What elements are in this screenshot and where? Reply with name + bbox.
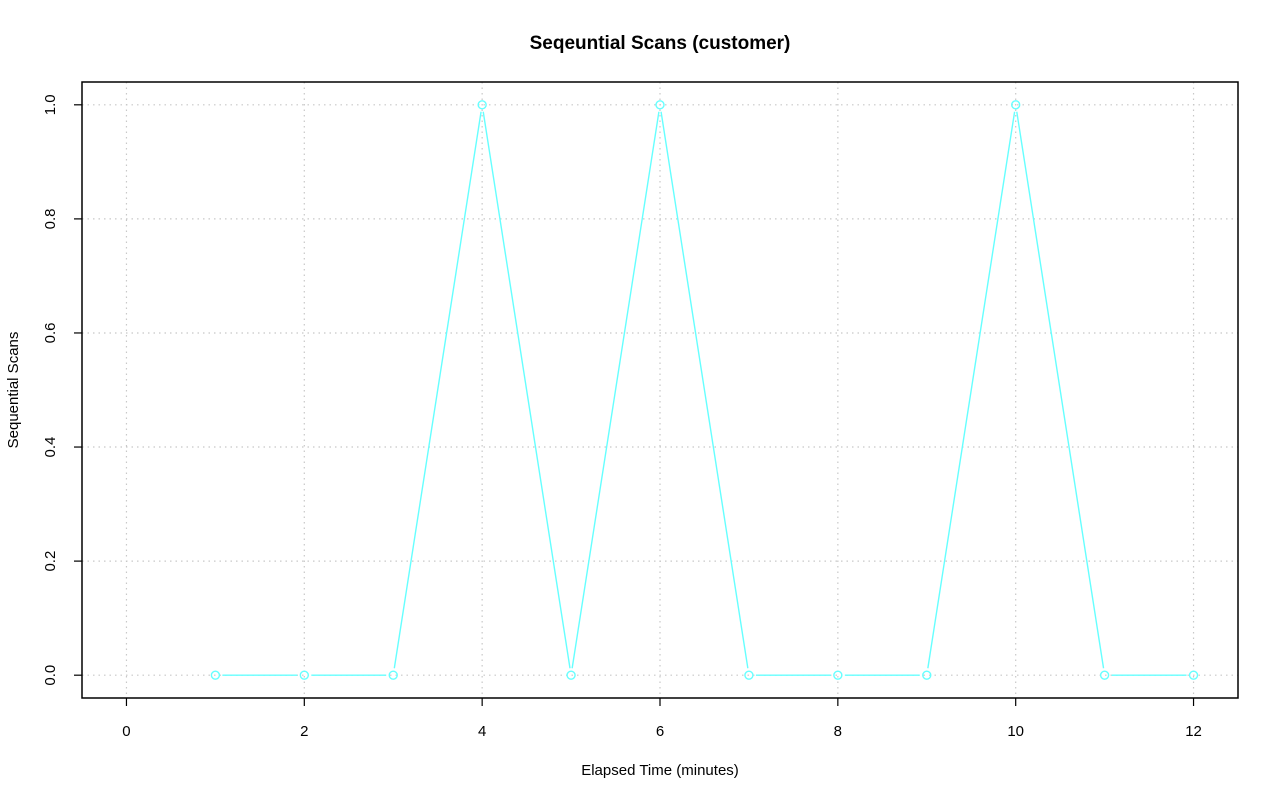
series-segment (1016, 111, 1105, 669)
y-axis-label: Sequential Scans (5, 332, 22, 449)
y-tick-label: 0.8 (42, 208, 59, 229)
y-tick-label: 0.6 (42, 323, 59, 344)
data-point (210, 670, 221, 680)
y-tick-label: 0.0 (42, 665, 59, 686)
series-segment (571, 111, 660, 669)
x-tick-label: 8 (834, 723, 842, 740)
grid (82, 82, 1238, 698)
data-point (388, 670, 398, 680)
x-tick-label: 0 (122, 723, 130, 740)
x-axis: 0 2 4 6 8 10 12 (122, 698, 1202, 740)
data-point (477, 100, 487, 110)
x-tick-label: 6 (656, 723, 664, 740)
data-point (566, 670, 576, 680)
x-tick-label: 12 (1185, 723, 1202, 740)
data-point (1188, 670, 1199, 680)
data-point (1010, 100, 1021, 110)
data-point (655, 100, 665, 110)
y-tick-label: 1.0 (42, 94, 59, 115)
chart-title: Seqeuntial Scans (customer) (530, 33, 791, 54)
series-segment (927, 111, 1016, 669)
y-tick-label: 0.4 (42, 437, 59, 458)
data-point (1099, 670, 1110, 680)
y-axis: 0.0 0.2 0.4 0.6 0.8 1.0 (42, 94, 82, 686)
series-segment (482, 111, 571, 669)
y-tick-label: 0.2 (42, 551, 59, 572)
x-tick-label: 4 (478, 723, 486, 740)
x-axis-label: Elapsed Time (minutes) (581, 762, 739, 779)
x-tick-label: 10 (1007, 723, 1024, 740)
data-point (922, 670, 932, 680)
series-segment (660, 111, 749, 669)
series-segment (393, 111, 482, 669)
series-line (210, 100, 1199, 680)
x-tick-label: 2 (300, 723, 308, 740)
data-point (833, 670, 843, 680)
data-point (299, 670, 310, 680)
data-point (744, 670, 754, 680)
